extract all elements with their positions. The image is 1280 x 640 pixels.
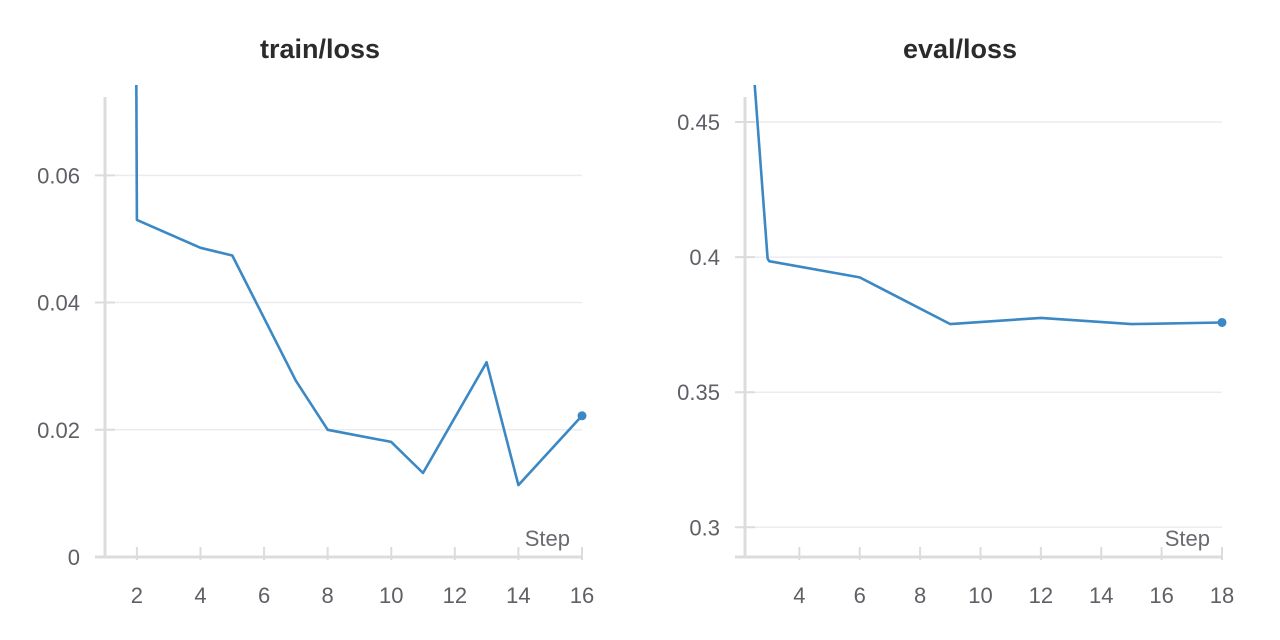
y-tick-label: 0.02 xyxy=(37,418,80,443)
series-line xyxy=(753,85,1224,326)
y-tick-label: 0.35 xyxy=(677,380,720,405)
x-tick-label: 8 xyxy=(914,583,926,608)
x-tick-label: 14 xyxy=(1089,583,1113,608)
y-tick-label: 0.45 xyxy=(677,110,720,135)
x-tick-label: 10 xyxy=(379,583,403,608)
y-tick-label: 0 xyxy=(68,545,80,570)
train-loss-chart: 0 0.02 0.04 0.06 2 4 6 8 10 12 14 16 Step xyxy=(37,85,594,608)
x-tick-label: 6 xyxy=(258,583,270,608)
x-tick-label: 2 xyxy=(131,583,143,608)
y-tick-label: 0.4 xyxy=(689,245,720,270)
x-tick-label: 18 xyxy=(1210,583,1234,608)
x-tick-label: 14 xyxy=(506,583,530,608)
x-tick-label: 6 xyxy=(854,583,866,608)
y-tick-label: 0.04 xyxy=(37,291,80,316)
eval-loss-chart: 0.3 0.35 0.4 0.45 4 6 8 10 12 14 16 18 Step xyxy=(677,85,1234,608)
chart-title: train/loss xyxy=(259,34,381,64)
x-tick-label: 4 xyxy=(194,583,206,608)
chart-title: eval/loss xyxy=(902,34,1018,64)
y-tick-label: 0.3 xyxy=(689,515,720,540)
x-tick-label: 16 xyxy=(1149,583,1173,608)
x-tick-label: 10 xyxy=(968,583,992,608)
train-loss-panel: 0 0.02 0.04 0.06 2 4 6 8 10 12 14 16 Step train/loss xyxy=(37,34,594,608)
x-axis-label: Step xyxy=(525,526,570,551)
x-tick-label: 16 xyxy=(570,583,594,608)
x-tick-label: 12 xyxy=(443,583,467,608)
x-tick-label: 12 xyxy=(1029,583,1053,608)
series-line xyxy=(135,85,584,487)
x-tick-label: 8 xyxy=(322,583,334,608)
last-point-marker[interactable] xyxy=(1217,317,1227,327)
last-point-marker[interactable] xyxy=(577,411,587,421)
y-tick-label: 0.06 xyxy=(37,163,80,188)
eval-loss-panel: 0.3 0.35 0.4 0.45 4 6 8 10 12 14 16 18 Step eval/los… xyxy=(640,0,1280,640)
x-axis-label: Step xyxy=(1165,526,1210,551)
x-tick-label: 4 xyxy=(793,583,805,608)
